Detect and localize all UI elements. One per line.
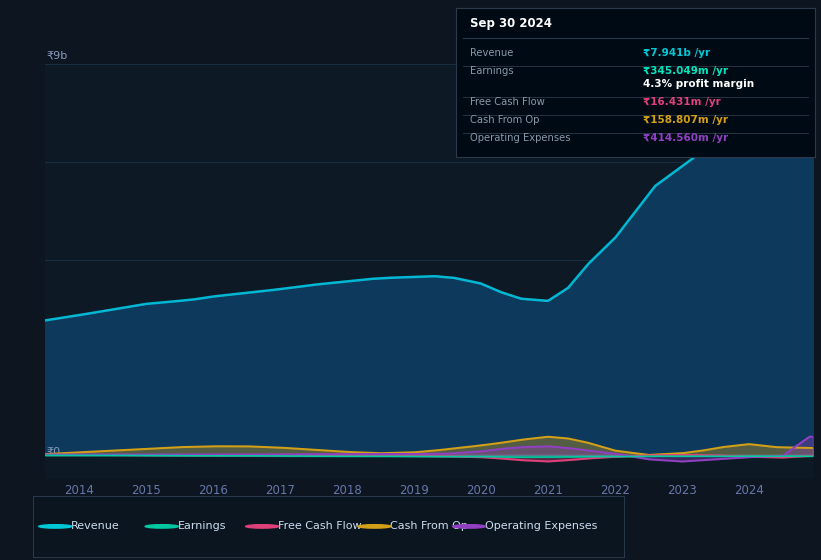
Text: Operating Expenses: Operating Expenses: [470, 133, 571, 142]
Text: Revenue: Revenue: [470, 48, 513, 58]
Text: ₹9b: ₹9b: [47, 50, 68, 60]
Text: Cash From Op: Cash From Op: [470, 115, 539, 125]
Text: Free Cash Flow: Free Cash Flow: [278, 521, 362, 531]
Text: Cash From Op: Cash From Op: [391, 521, 468, 531]
Text: Free Cash Flow: Free Cash Flow: [470, 97, 545, 107]
Circle shape: [358, 525, 391, 528]
Text: ₹7.941b /yr: ₹7.941b /yr: [643, 48, 710, 58]
Circle shape: [145, 525, 178, 528]
Text: Earnings: Earnings: [470, 66, 514, 76]
Text: ₹158.807m /yr: ₹158.807m /yr: [643, 115, 727, 125]
Text: ₹0: ₹0: [47, 447, 61, 457]
Circle shape: [39, 525, 72, 528]
Text: ₹414.560m /yr: ₹414.560m /yr: [643, 133, 727, 142]
Text: Earnings: Earnings: [177, 521, 226, 531]
Text: 4.3% profit margin: 4.3% profit margin: [643, 79, 754, 89]
Text: Revenue: Revenue: [71, 521, 120, 531]
Circle shape: [452, 525, 486, 528]
Text: ₹345.049m /yr: ₹345.049m /yr: [643, 66, 727, 76]
Text: ₹16.431m /yr: ₹16.431m /yr: [643, 97, 720, 107]
Text: Sep 30 2024: Sep 30 2024: [470, 17, 552, 30]
Text: Operating Expenses: Operating Expenses: [485, 521, 598, 531]
Circle shape: [245, 525, 279, 528]
